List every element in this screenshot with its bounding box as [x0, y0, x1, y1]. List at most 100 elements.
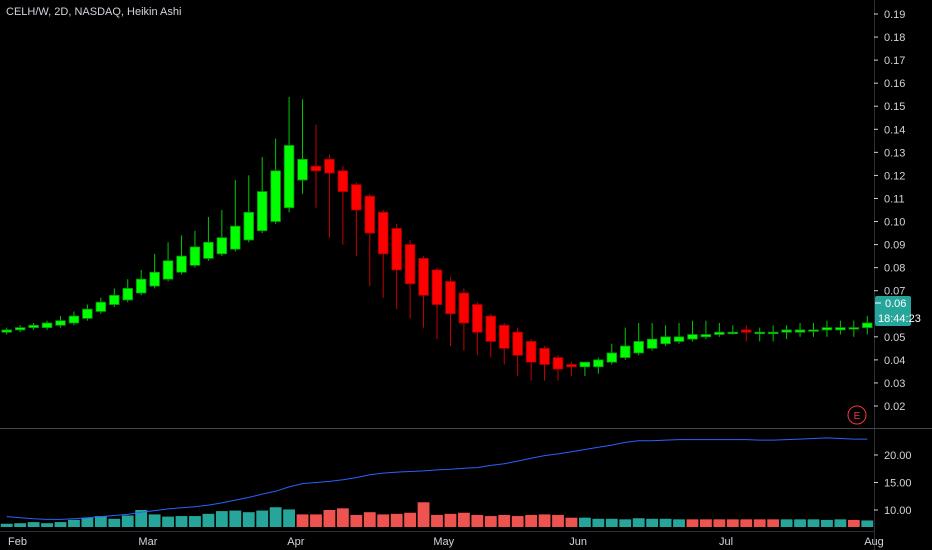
candle-body — [391, 228, 402, 271]
candle-body — [498, 324, 510, 349]
volume-bar — [135, 510, 148, 527]
time-tick-label: May — [433, 536, 454, 548]
candle-body — [552, 357, 564, 370]
price-tick-label: 0.18 — [884, 32, 905, 44]
time-tick-label: Mar — [138, 536, 157, 548]
volume-bar — [511, 516, 524, 527]
candle-body — [727, 331, 739, 335]
candle-body — [539, 347, 550, 365]
volume-bar — [794, 519, 806, 527]
time-tick-label: Apr — [287, 536, 304, 548]
volume-bar — [807, 519, 820, 527]
volume-bar — [538, 514, 551, 527]
candle-body — [270, 170, 281, 222]
candle-body — [109, 294, 120, 305]
volume-bar — [215, 511, 228, 527]
price-badge-background — [875, 296, 911, 326]
volume-bar — [457, 512, 470, 527]
volume-bar — [686, 519, 699, 527]
volume-bar — [94, 516, 107, 527]
candle-body — [82, 308, 93, 319]
candle-body — [620, 345, 631, 358]
volume-axis[interactable]: 10.00 15.00 20.00 — [874, 450, 912, 517]
candle-body — [324, 158, 335, 174]
volume-bar — [659, 518, 672, 527]
volume-bar — [121, 515, 134, 527]
volume-bar — [578, 517, 591, 527]
volume-bar — [619, 519, 632, 527]
candle-body — [714, 331, 725, 335]
price-axis[interactable]: 0.02 0.03 0.04 0.05 0.07 0.08 0.09 0.10 0.11 0.12… — [874, 9, 905, 413]
candle-body — [633, 341, 644, 354]
candle-body — [593, 359, 604, 368]
volume-bar — [565, 517, 578, 527]
volume-bar — [323, 510, 336, 527]
time-tick-label: Aug — [864, 536, 884, 548]
candle-body — [512, 331, 523, 356]
volume-bar — [834, 519, 847, 527]
candle-body — [606, 352, 618, 363]
time-tick-label: Feb — [8, 536, 27, 548]
volume-bar — [431, 514, 443, 527]
price-tick-label: 0.13 — [884, 147, 905, 159]
volume-bar — [336, 508, 349, 527]
volume-tick-label: 10.00 — [884, 505, 912, 517]
candle-body — [243, 211, 254, 241]
candle-body — [445, 281, 456, 315]
volume-bar — [296, 514, 309, 527]
candle-body — [418, 258, 429, 296]
volume-bar — [821, 519, 833, 527]
volume-bar — [444, 513, 457, 527]
volume-moving-average-line — [6, 437, 868, 520]
earnings-marker[interactable]: E — [847, 405, 867, 425]
earnings-marker-circle[interactable] — [847, 405, 867, 425]
price-tick-label: 0.19 — [884, 9, 905, 21]
candle-body — [458, 292, 470, 324]
candle-body — [351, 184, 362, 211]
candle-body — [821, 327, 833, 331]
volume-bar — [68, 519, 80, 527]
volume-tick-label: 20.00 — [884, 450, 912, 462]
candle-body — [55, 320, 66, 326]
candle-body — [310, 165, 322, 172]
candle-body — [781, 329, 792, 333]
candle-body — [135, 278, 147, 294]
volume-bar — [390, 513, 403, 527]
symbol-title[interactable]: CELH/W, 2D, NASDAQ, Heikin Ashi — [6, 6, 182, 18]
volume-bar — [700, 519, 712, 527]
candle-body — [848, 327, 860, 330]
volume-bar — [525, 514, 538, 527]
volume-bar — [14, 523, 27, 527]
volume-series — [0, 502, 874, 527]
candle-body — [687, 334, 698, 340]
price-badge-countdown: 18:44:23 — [878, 313, 921, 325]
volume-bar — [592, 518, 605, 527]
volume-bar — [269, 507, 282, 527]
volume-bar — [713, 519, 726, 527]
candle-body — [862, 322, 873, 328]
candle-body — [767, 331, 779, 335]
candlestick-series — [1, 97, 873, 381]
volume-bar — [646, 518, 659, 527]
candle-body — [673, 336, 685, 342]
price-tick-label: 0.08 — [884, 263, 905, 275]
price-tick-label: 0.14 — [884, 124, 905, 136]
candle-body — [700, 334, 712, 338]
volume-bar — [605, 518, 618, 527]
candle-body — [431, 269, 443, 305]
candle-body — [660, 336, 671, 345]
candle-body — [283, 145, 295, 209]
volume-bar — [54, 522, 67, 527]
candle-body — [68, 315, 80, 324]
time-axis[interactable]: Feb Mar Apr May Jun Jul Aug — [8, 536, 884, 548]
volume-bar — [767, 519, 780, 527]
candle-body — [835, 327, 846, 331]
current-price-badge: 0.06 18:44:23 — [875, 296, 921, 326]
volume-bar — [726, 519, 739, 527]
price-tick-label: 0.16 — [884, 78, 905, 90]
candle-body — [485, 315, 497, 342]
price-tick-label: 0.05 — [884, 332, 905, 344]
volume-bar — [0, 523, 13, 527]
